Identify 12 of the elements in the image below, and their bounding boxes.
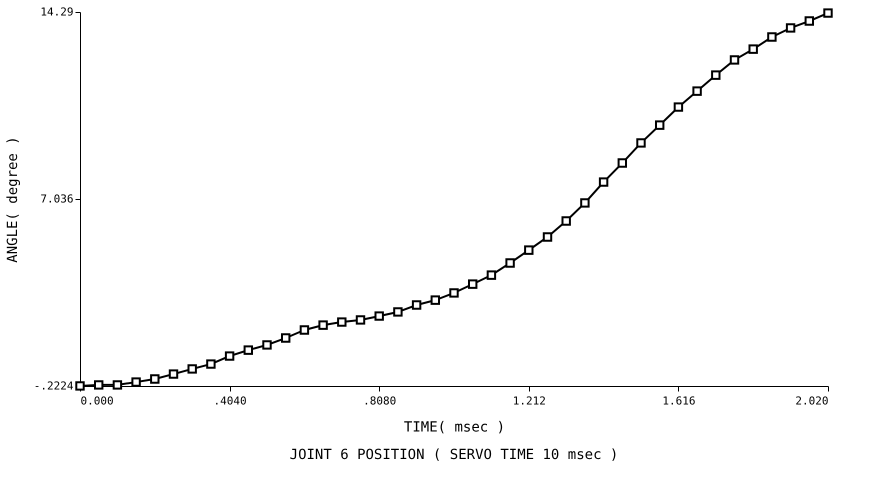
x-tick-label: 1.212 xyxy=(512,394,546,408)
x-tick-label: 0.000 xyxy=(80,394,114,408)
x-tick-label: 1.616 xyxy=(662,394,696,408)
x-tick-label: .4040 xyxy=(214,394,247,408)
y-axis-title: ANGLE( degree ) xyxy=(4,136,21,263)
text: JOINT 6 POSITION ( SERVO TIME 10 msec ) xyxy=(290,447,618,463)
x-axis-title: TIME( msec ) xyxy=(404,420,506,436)
x-tick-label: .8080 xyxy=(363,394,396,408)
x-tick-label: 2.020 xyxy=(795,394,828,408)
y-tick-label: -.2224 xyxy=(34,380,74,392)
y-tick-label: 14.29 xyxy=(40,6,74,18)
y-tick-label: 7.036 xyxy=(40,192,74,206)
